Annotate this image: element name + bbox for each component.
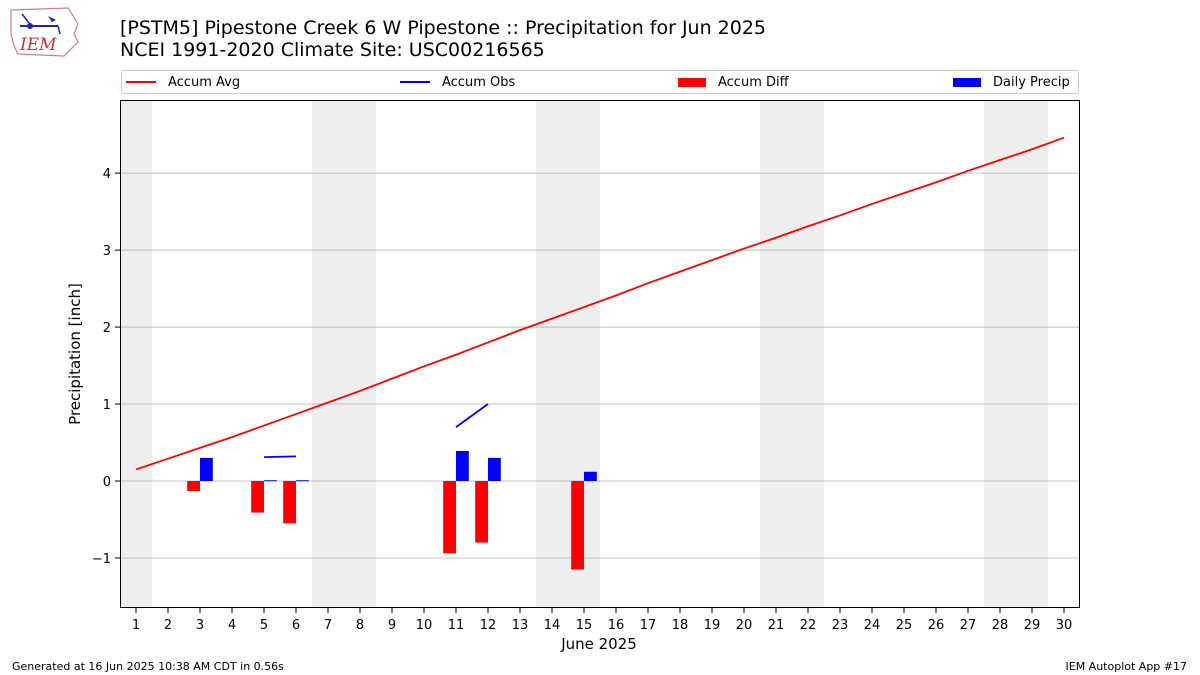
app-note: IEM Autoplot App #17 [1065,660,1188,673]
accum-diff-bar [443,481,456,554]
x-tick-label: 7 [324,618,332,633]
x-tick-label: 13 [512,618,529,633]
bars [187,450,597,570]
weekend-band [760,100,824,608]
x-tick-label: 26 [928,618,945,633]
accum-diff-bar [475,481,488,543]
accum-obs-line [263,455,297,459]
x-tick-label: 1 [132,618,140,633]
accum-diff-bar [571,481,584,570]
x-tick-label: 24 [864,618,881,633]
weekend-band [536,100,600,608]
x-tick-label: 21 [768,618,785,633]
x-tick-label: 10 [416,618,433,633]
x-tick-label: 28 [992,618,1009,633]
accum-diff-bar [251,481,264,513]
daily-precip-bar [264,480,277,482]
accum-diff-bar [283,481,296,524]
x-tick-label: 4 [228,618,236,633]
legend-item-accum-obs: Accum Obs [400,71,515,93]
iowa-map-icon: IEM [10,7,79,57]
x-tick-label: 12 [480,618,497,633]
x-axis-label: June 2025 [560,635,637,653]
legend-item-daily-precip: Daily Precip [953,71,1070,93]
legend-item-accum-avg: Accum Avg [126,71,240,93]
accum-obs-line [455,403,489,428]
x-axis-ticks: 1 2 3 4 5 6 7 8 9 10 11 12 13 14 15 16 17 18 19 20 21 22 23 24 2… [132,608,1072,633]
x-tick-label: 25 [896,618,913,633]
y-tick-label: −1 [92,552,111,567]
x-tick-label: 9 [388,618,396,633]
legend-swatch-daily-precip [953,77,981,87]
y-tick-label: 4 [103,167,111,182]
x-tick-label: 8 [356,618,364,633]
x-tick-label: 3 [196,618,204,633]
x-tick-label: 29 [1024,618,1041,633]
y-tick-label: 0 [103,475,111,490]
x-tick-label: 20 [736,618,753,633]
chart-title: [PSTM5] Pipestone Creek 6 W Pipestone ::… [120,17,766,61]
x-tick-label: 14 [544,618,561,633]
title-line-2: NCEI 1991-2020 Climate Site: USC00216565 [120,39,545,61]
y-gridlines [120,172,1080,559]
logo-text: IEM [19,35,57,55]
y-tick-label: 2 [103,321,111,336]
weekend-band [120,100,152,608]
y-axis-label: Precipitation [inch] [66,283,84,425]
x-tick-label: 19 [704,618,721,633]
legend: Accum Avg Accum Obs Accum Diff Daily Pre… [121,70,1079,94]
x-tick-label: 6 [292,618,300,633]
daily-precip-bar [488,457,501,481]
lines [135,136,1065,471]
weekend-band [312,100,376,608]
legend-swatch-accum-avg [126,81,156,83]
x-tick-label: 18 [672,618,689,633]
x-tick-label: 23 [832,618,849,633]
weekend-band [984,100,1048,608]
x-tick-label: 11 [448,618,465,633]
daily-precip-bar [200,457,213,481]
x-tick-label: 16 [608,618,625,633]
x-tick-label: 30 [1056,618,1073,633]
accum-avg-line [135,136,1065,471]
x-tick-label: 27 [960,618,977,633]
daily-precip-bar [456,450,469,481]
legend-label-accum-obs: Accum Obs [442,74,516,90]
title-line-1: [PSTM5] Pipestone Creek 6 W Pipestone ::… [120,17,767,39]
legend-label-accum-diff: Accum Diff [718,74,789,90]
x-tick-label: 15 [576,618,593,633]
accum-diff-bar [187,481,200,492]
legend-label-daily-precip: Daily Precip [993,74,1070,90]
daily-precip-bar [296,480,309,482]
y-tick-label: 1 [103,398,111,413]
legend-swatch-accum-diff [678,77,706,87]
weekend-shading [120,100,1048,608]
x-tick-label: 17 [640,618,657,633]
y-axis-ticks: −1 0 1 2 3 4 [92,167,120,567]
generated-note: Generated at 16 Jun 2025 10:38 AM CDT in… [12,660,284,673]
y-tick-label: 3 [103,244,111,259]
legend-swatch-accum-obs [400,81,430,83]
iem-logo: IEM [8,6,80,58]
plot-frame [120,100,1080,608]
x-tick-label: 2 [164,618,172,633]
daily-precip-bar [584,471,597,481]
x-tick-label: 22 [800,618,817,633]
legend-label-accum-avg: Accum Avg [168,74,241,90]
x-tick-label: 5 [260,618,268,633]
legend-item-accum-diff: Accum Diff [678,71,789,93]
